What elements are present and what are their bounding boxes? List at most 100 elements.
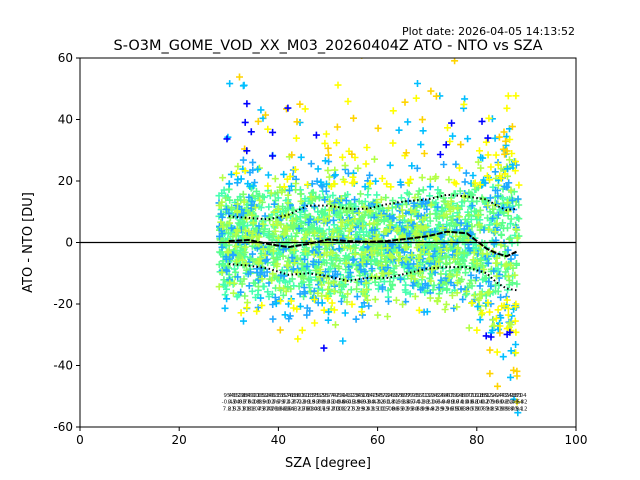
bin-stat-label: -0.84 xyxy=(361,400,376,406)
bin-stat-label: 164 xyxy=(452,393,463,399)
bin-stat-label: 0.14 xyxy=(471,400,484,406)
bin-stat-label: 800 xyxy=(462,393,473,399)
bin-stat-label: 8.55 xyxy=(391,406,404,412)
bin-stat-label: 10.41 xyxy=(305,406,321,412)
bin-stat-label: 0.08 xyxy=(495,400,508,406)
bin-stat-label: 7.47 xyxy=(262,406,275,412)
y-tick-label: -60 xyxy=(53,420,73,434)
bin-stat-label: -0.49 xyxy=(504,400,519,406)
bin-stat-label: 424 xyxy=(501,393,512,399)
upper-std-line xyxy=(228,193,517,221)
bin-stat-label: 840 xyxy=(243,393,254,399)
bin-stat-label: 954 xyxy=(224,393,235,399)
bin-stat-label: 0.78 xyxy=(312,400,325,406)
bin-stat-label: 631 xyxy=(298,393,309,399)
bin-stat-label: 161 xyxy=(472,393,483,399)
bin-stat-label: 955 xyxy=(412,393,423,399)
y-tick-label: -20 xyxy=(53,297,73,311)
bin-statistics: 954-0.457.214550.748.52579-0.838.51288-0… xyxy=(222,393,528,413)
scatter-point-group xyxy=(223,100,514,352)
bin-stat-label: 704 xyxy=(516,393,527,399)
x-tick-label: 0 xyxy=(76,433,84,447)
bin-stat-label: -0.83 xyxy=(232,400,247,406)
bin-stat-label: 8.53 xyxy=(466,406,479,412)
bin-stat-label: 102 xyxy=(422,393,433,399)
bin-stat-label: 10.07 xyxy=(246,406,262,412)
bin-stat-label: 0.77 xyxy=(481,400,494,406)
bin-stat-label: 230 xyxy=(457,393,468,399)
bin-stat-label: 8.74 xyxy=(282,406,295,412)
bin-stat-label: 8.10 xyxy=(371,406,384,412)
bin-stat-label: -0.74 xyxy=(405,400,420,406)
bin-stat-label: 0.14 xyxy=(327,400,340,406)
bin-stat-label: 7.52 xyxy=(347,406,359,412)
bin-stat-label: 10.11 xyxy=(310,406,326,412)
bin-stat-label: 0.32 xyxy=(371,400,383,406)
bin-stat-label: 9.12 xyxy=(515,406,527,412)
bin-stat-label: 7.26 xyxy=(386,406,399,412)
bin-stat-label: -0.98 xyxy=(331,400,346,406)
bin-stat-label: 0.10 xyxy=(456,400,469,406)
x-tick-label: 40 xyxy=(271,433,286,447)
bin-stat-label: 8.45 xyxy=(252,406,265,412)
bin-stat-label: -0.89 xyxy=(440,400,455,406)
scatter-point-group xyxy=(232,81,523,406)
bin-stat-label: 386 xyxy=(263,393,274,399)
bin-stat-label: 164 xyxy=(362,393,373,399)
bin-stat-label: 269 xyxy=(387,393,398,399)
bin-stat-label: 7.90 xyxy=(471,406,484,412)
bin-stat-label: 576 xyxy=(283,393,294,399)
bin-stat-label: 8.05 xyxy=(401,406,414,412)
bin-stat-label: 7.98 xyxy=(495,406,508,412)
bin-stat-label: -0.36 xyxy=(445,400,460,406)
bin-stat-label: 0.76 xyxy=(267,400,280,406)
bin-stat-label: 497 xyxy=(357,393,368,399)
bin-stat-label: 0.66 xyxy=(337,400,350,406)
bin-stat-label: 473 xyxy=(333,393,344,399)
bin-stat-label: 8.93 xyxy=(436,406,449,412)
bin-stat-label: -0.54 xyxy=(509,400,524,406)
bin-stat-label: -0.85 xyxy=(251,400,266,406)
bin-stat-label: 0.18 xyxy=(247,400,260,406)
bin-stat-label: 383 xyxy=(511,393,522,399)
bin-stat-label: -0.94 xyxy=(435,400,450,406)
bin-stat-label: 892 xyxy=(481,393,492,399)
bin-stat-label: -0.35 xyxy=(395,400,410,406)
bin-stat-label: 288 xyxy=(238,393,249,399)
bin-stat-label: -0.47 xyxy=(366,400,381,406)
bin-stat-label: 280 xyxy=(353,393,364,399)
bin-stat-label: -0.93 xyxy=(356,400,371,406)
y-tick-label: 20 xyxy=(58,174,73,188)
bin-stat-label: 7.76 xyxy=(297,406,310,412)
bin-stat-label: 7.15 xyxy=(376,406,389,412)
bin-stat-label: 0.72 xyxy=(277,400,289,406)
bin-stat-label: 0.82 xyxy=(515,400,527,406)
y-tick-label: -40 xyxy=(53,359,73,373)
bin-stat-label: 679 xyxy=(447,393,458,399)
statistic-lines xyxy=(228,193,517,292)
bin-stat-label: 8.68 xyxy=(411,406,424,412)
bin-stat-label: 9.15 xyxy=(367,406,380,412)
x-axis-label: SZA [degree] xyxy=(285,456,371,471)
bin-stat-label: 8.29 xyxy=(352,406,365,412)
scatter-point-group xyxy=(236,58,521,390)
bin-stat-label: 652 xyxy=(258,393,269,399)
bin-stat-label: 9.82 xyxy=(426,406,438,412)
bin-stat-label: 373 xyxy=(348,393,359,399)
bin-stat-label: -0.90 xyxy=(485,400,500,406)
bin-stat-label: 771 xyxy=(467,393,478,399)
bin-stat-label: 188 xyxy=(477,393,488,399)
y-tick-label: 0 xyxy=(65,236,73,250)
bin-stat-label: 455 xyxy=(229,393,240,399)
bin-stat-label: 749 xyxy=(328,393,339,399)
bin-stat-label: 515 xyxy=(273,393,284,399)
bin-stat-label: 459 xyxy=(377,393,388,399)
bin-stat-label: 243 xyxy=(496,393,507,399)
bin-stat-label: 767 xyxy=(397,393,408,399)
bin-stat-label: -0.77 xyxy=(237,400,252,406)
bin-stat-label: 9.39 xyxy=(431,406,444,412)
bin-stat-label: 10.87 xyxy=(499,406,515,412)
bin-stat-label: 382 xyxy=(432,393,443,399)
bin-stat-label: 394 xyxy=(427,393,438,399)
